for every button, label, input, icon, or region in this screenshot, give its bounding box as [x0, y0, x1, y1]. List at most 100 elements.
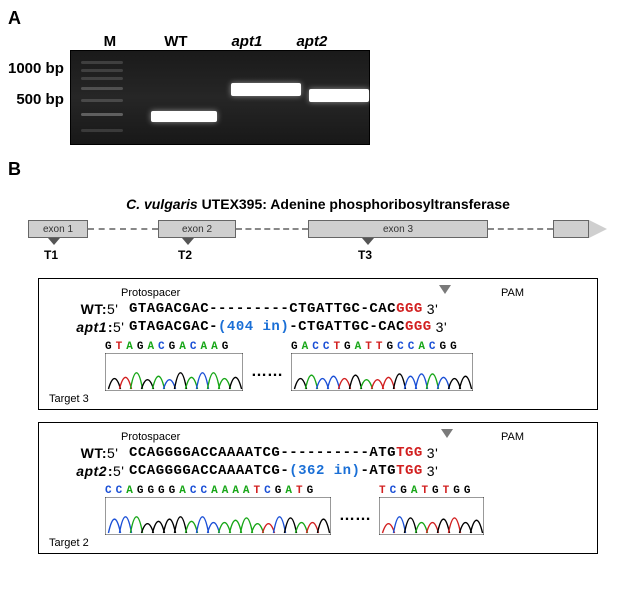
protospacer-label: Protospacer	[121, 431, 341, 443]
sequence-box: Protospacer PAM WT: 5' GTAGACGAC---------C…	[38, 278, 598, 410]
target-caption: Target 3	[49, 393, 587, 405]
exon-box: exon 3	[308, 220, 488, 238]
five-prime: 5'	[107, 301, 129, 317]
chroma-left-block: CCAGGGGACCAAAATCGATG	[105, 485, 331, 535]
target-label: T3	[358, 248, 372, 262]
seq-gap: ----------	[280, 445, 369, 461]
chromatogram	[105, 497, 331, 535]
lane-label-m: M	[80, 33, 140, 50]
panel-b: C. vulgaris UTEX395: Adenine phosphoribo…	[8, 196, 628, 554]
gel-band	[309, 89, 369, 102]
panel-b-label: B	[8, 159, 628, 180]
pam-label: PAM	[501, 287, 524, 299]
three-prime: 3'	[427, 301, 438, 317]
seq-left: CCAGGGGACCAAAATCG-	[129, 463, 289, 479]
seq-header-row: Protospacer PAM	[121, 287, 587, 299]
seq-mut-line: apt1: 5' GTAGACGAC-(404 in)-CTGATTGC-CAC…	[49, 319, 587, 335]
chromatogram	[379, 497, 484, 535]
chroma-sequence-letters: GACCTGATTGCCACGG	[291, 341, 473, 353]
mut-label: apt1	[49, 319, 107, 335]
chromatogram	[291, 353, 473, 391]
wt-label: WT:	[49, 445, 107, 461]
chroma-sequence-letters: TCGATGTGG	[379, 485, 484, 497]
panel-a-label: A	[8, 8, 628, 29]
intron-line	[488, 228, 553, 230]
insertion-label: (404 in)	[218, 319, 289, 335]
chroma-row: CCAGGGGACCAAAATCGATG …… TCGATGTGG	[105, 485, 587, 535]
exon-arrow-body	[553, 220, 589, 238]
cleavage-marker-icon	[439, 285, 451, 294]
strain-name: UTEX395	[202, 196, 263, 212]
chroma-sequence-letters: CCAGGGGACCAAAATCGATG	[105, 485, 331, 497]
ladder-band	[81, 61, 123, 64]
target-label: T1	[44, 248, 58, 262]
exon-box: exon 2	[158, 220, 236, 238]
seq-mut-line: apt2: 5' CCAGGGGACCAAAATCG-(362 in)-ATG …	[49, 463, 587, 479]
lane-label-apt1: apt1	[212, 33, 282, 50]
ladder-band	[81, 113, 123, 116]
chroma-right-block: GACCTGATTGCCACGG	[291, 341, 473, 391]
chroma-sequence-letters: GTAGACGACAAG	[105, 341, 243, 353]
exon-box: exon 1	[28, 220, 88, 238]
seq-left: GTAGACGAC-	[129, 319, 218, 335]
seq-right: ATG	[369, 445, 396, 461]
seq-gap: ---------	[209, 301, 289, 317]
target-tick-icon	[48, 238, 60, 245]
chroma-row: GTAGACGACAAG …… GACCTGATTGCCACGG	[105, 341, 587, 391]
seq-right: CTGATTGC-CAC	[289, 301, 396, 317]
chroma-left-block: GTAGACGACAAG	[105, 341, 243, 391]
gene-name: : Adenine phosphoribosyltransferase	[262, 196, 510, 212]
five-prime: 5'	[113, 463, 129, 479]
three-prime: 3'	[427, 463, 438, 479]
gel-lane-headers: MWTapt1apt2	[80, 33, 370, 50]
wt-label: WT:	[49, 301, 107, 317]
five-prime: 5'	[107, 445, 129, 461]
transcript-arrow-icon	[589, 220, 607, 238]
gel-image	[70, 50, 370, 145]
gene-title: C. vulgaris UTEX395: Adenine phosphoribo…	[8, 196, 628, 212]
species-name: C. vulgaris	[126, 196, 198, 212]
gel-band	[151, 111, 217, 122]
seq-left: CCAGGGGACCAAAATCG	[129, 445, 280, 461]
ladder-band	[81, 77, 123, 80]
chromatogram	[105, 353, 243, 391]
marker-1000bp: 1000 bp	[8, 61, 64, 76]
pam-seq: GGG	[405, 319, 432, 335]
gel-band	[231, 83, 301, 96]
seq-right: -ATG	[360, 463, 396, 479]
ladder-band	[81, 129, 123, 132]
seq-wt-line: WT: 5' GTAGACGAC---------CTGATTGC-CAC GG…	[49, 301, 587, 317]
seq-wt-line: WT: 5' CCAGGGGACCAAAATCG----------ATG TG…	[49, 445, 587, 461]
target-label: T2	[178, 248, 192, 262]
sequence-box: ProtospacerPAMWT: 5' CCAGGGGACCAAAATCG--…	[38, 422, 598, 554]
mut-label: apt2	[49, 463, 107, 479]
three-prime: 3'	[427, 445, 438, 461]
gel-size-markers: 1000 bp 500 bp	[8, 33, 64, 107]
pam-seq: GGG	[396, 301, 423, 317]
seq-right: -CTGATTGC-CAC	[289, 319, 405, 335]
five-prime: 5'	[113, 319, 129, 335]
lane-label-wt: WT	[140, 33, 212, 50]
ellipsis-icon: ……	[249, 351, 285, 381]
seq-header-row: Protospacer PAM	[121, 431, 587, 443]
marker-500bp: 500 bp	[16, 92, 64, 107]
exon-diagram: exon 1 exon 2 exon 3 T1 T2 T3	[28, 218, 608, 268]
three-prime: 3'	[436, 319, 447, 335]
ladder-band	[81, 99, 123, 102]
target-tick-icon	[182, 238, 194, 245]
insertion-label: (362 in)	[289, 463, 360, 479]
pam-label: PAM	[501, 431, 524, 443]
intron-line	[236, 228, 308, 230]
pam-seq: TGG	[396, 445, 423, 461]
chroma-right-block: TCGATGTGG	[379, 485, 484, 535]
pam-seq: TGG	[396, 463, 423, 479]
target-tick-icon	[362, 238, 374, 245]
seq-left: GTAGACGAC	[129, 301, 209, 317]
ladder-band	[81, 69, 123, 72]
protospacer-label: Protospacer	[121, 287, 341, 299]
ellipsis-icon: ……	[337, 495, 373, 525]
intron-line	[88, 228, 158, 230]
cleavage-marker-icon	[441, 429, 453, 438]
ladder-band	[81, 87, 123, 90]
target-caption: Target 2	[49, 537, 587, 549]
